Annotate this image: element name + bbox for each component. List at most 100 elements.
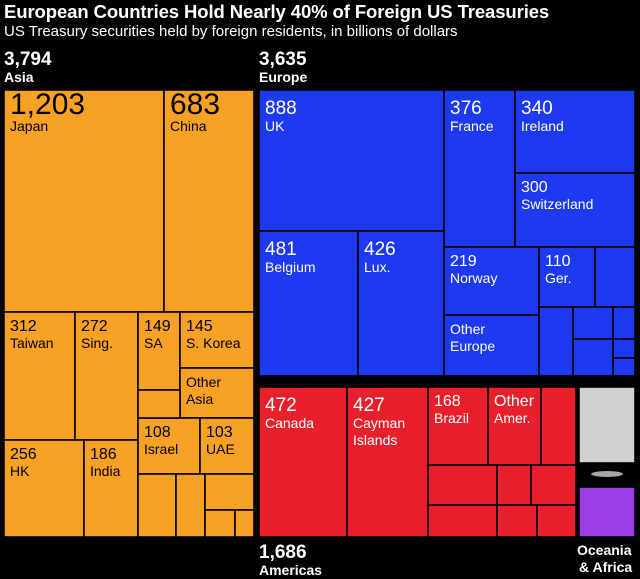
tile-europe-small-6 [612, 338, 636, 359]
tile-norway [443, 246, 540, 316]
europe-label: Europe [259, 69, 308, 85]
tile-europe-small-2 [538, 306, 574, 377]
name-label-other-europe-2: Europe [450, 338, 495, 354]
name-label-other-asia-2: Asia [186, 391, 213, 407]
tile-canada [258, 386, 348, 538]
tile-asia-small-2 [137, 473, 177, 538]
tile-oceania-africa-2 [578, 486, 636, 538]
tile-americas-small-1 [540, 386, 577, 466]
value-label-cayman-islands: 427 [353, 395, 385, 416]
tile-asia-small-1 [137, 389, 181, 419]
name-label-ireland: Ireland [521, 118, 564, 134]
name-label-germany: Ger. [545, 270, 571, 286]
value-label-ireland: 340 [521, 98, 553, 119]
tile-europe-small-1 [594, 246, 636, 308]
value-label-singapore: 272 [81, 318, 108, 335]
oceania-africa-label-line1: Oceania [577, 542, 632, 558]
value-label-india: 186 [90, 446, 117, 463]
tile-france [443, 89, 516, 248]
tile-europe-small-7 [612, 357, 636, 377]
name-label-israel: Israel [144, 441, 178, 457]
name-label-uk: UK [265, 118, 285, 134]
name-label-other-europe: Other [450, 321, 485, 337]
value-label-france: 376 [450, 98, 482, 119]
chart-subtitle: US Treasury securities held by foreign r… [4, 23, 458, 40]
tile-belgium [258, 230, 359, 377]
value-label-other-americas: Other [494, 393, 535, 410]
tile-other-americas [487, 386, 542, 466]
name-label-south-korea: S. Korea [186, 335, 241, 351]
name-label-japan: Japan [10, 118, 48, 134]
tile-luxembourg [357, 230, 445, 377]
chart-title: European Countries Hold Nearly 40% of Fo… [4, 1, 550, 22]
name-label-cayman-islands-2: Islands [353, 432, 397, 448]
tile-asia-small-4 [204, 473, 255, 511]
tile-americas-small-4 [530, 464, 577, 506]
tile-cayman-islands [346, 386, 429, 538]
asia-label: Asia [4, 69, 34, 85]
tile-japan [3, 89, 165, 313]
name-label-other-americas: Amer. [494, 410, 531, 426]
tile-americas-small-7 [536, 504, 577, 538]
value-label-belgium: 481 [265, 239, 297, 260]
value-label-china: 683 [170, 88, 220, 121]
name-label-hong-kong: HK [10, 463, 30, 479]
tile-americas-small-3 [496, 464, 532, 506]
name-label-france: France [450, 118, 494, 134]
value-label-japan: 1,203 [10, 88, 85, 121]
value-label-germany: 110 [545, 253, 571, 270]
value-label-taiwan: 312 [10, 318, 37, 335]
asia-total: 3,794 [4, 49, 52, 70]
value-label-luxembourg: 426 [364, 239, 396, 260]
tile-europe-small-4 [612, 306, 636, 340]
europe-total: 3,635 [259, 49, 307, 70]
tile-saudi-arabia [137, 311, 181, 391]
tile-europe-small-5 [572, 338, 614, 377]
value-label-hong-kong: 256 [10, 446, 37, 463]
name-label-norway: Norway [450, 270, 497, 286]
tile-oceania-africa-1 [578, 386, 636, 464]
value-label-switzerland: 300 [521, 179, 548, 196]
name-label-other-asia: Other [186, 374, 221, 390]
tile-other-europe [443, 314, 540, 377]
tile-india [83, 439, 139, 538]
name-label-singapore: Sing. [81, 335, 113, 351]
name-label-canada: Canada [265, 415, 314, 431]
name-label-switzerland: Switzerland [521, 196, 593, 212]
tile-americas-small-5 [427, 504, 498, 538]
tile-singapore [74, 311, 139, 441]
value-label-canada: 472 [265, 395, 297, 416]
americas-total: 1,686 [259, 542, 307, 563]
name-label-taiwan: Taiwan [10, 335, 54, 351]
value-label-uk: 888 [265, 98, 297, 119]
name-label-saudi-arabia: SA [144, 335, 163, 351]
name-label-india: India [90, 463, 121, 479]
value-label-uae: 103 [206, 424, 233, 441]
tile-europe-small-3 [572, 306, 614, 340]
tile-china [163, 89, 255, 313]
value-label-norway: 219 [450, 253, 477, 270]
oceania-africa-label-line2: & Africa [579, 559, 633, 575]
name-label-china: China [170, 118, 207, 134]
tile-uk [258, 89, 445, 232]
americas-label: Americas [259, 562, 323, 578]
tile-asia-small-6 [234, 509, 255, 538]
oceania-africa-small-tile [591, 471, 623, 477]
value-label-south-korea: 145 [186, 318, 213, 335]
tile-asia-small-5 [204, 509, 236, 538]
value-label-brazil: 168 [434, 393, 461, 410]
name-label-uae: UAE [206, 441, 235, 457]
value-label-israel: 108 [144, 424, 171, 441]
tile-americas-small-6 [496, 504, 538, 538]
tile-switzerland [514, 172, 636, 248]
tile-asia-small-3 [175, 473, 206, 538]
name-label-cayman-islands: Cayman [353, 415, 405, 431]
tile-americas-small-2 [427, 464, 498, 506]
value-label-saudi-arabia: 149 [144, 318, 171, 335]
name-label-luxembourg: Lux. [364, 259, 390, 275]
tile-south-korea [179, 311, 255, 369]
tile-ireland [514, 89, 636, 174]
name-label-belgium: Belgium [265, 259, 316, 275]
name-label-brazil: Brazil [434, 410, 469, 426]
